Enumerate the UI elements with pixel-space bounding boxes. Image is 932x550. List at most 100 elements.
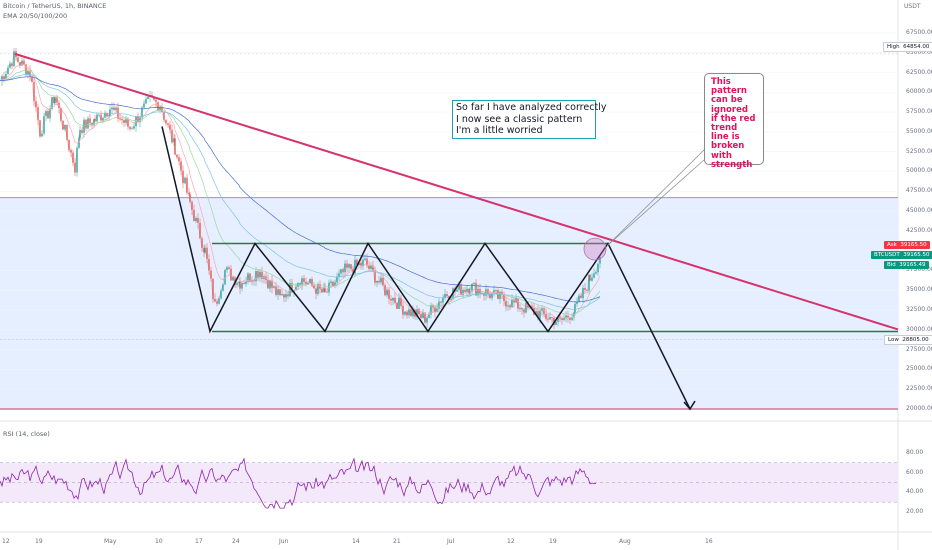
candle-body <box>108 115 110 117</box>
candle-body <box>76 147 78 173</box>
candle-body <box>574 304 576 313</box>
candle-body <box>305 281 307 284</box>
candle-body <box>384 285 386 296</box>
time-tick: 12 <box>507 538 515 545</box>
candle-body <box>307 282 309 284</box>
symbol-title[interactable]: Bitcoin / TetherUS, 1h, BINANCE <box>3 2 107 10</box>
candle-body <box>184 177 186 184</box>
candle-body <box>81 130 83 133</box>
candle-body <box>471 283 473 292</box>
candle-body <box>79 130 81 138</box>
price-tick: 55000.00 <box>906 127 932 135</box>
candle-body <box>203 247 205 253</box>
candle-body <box>338 273 340 278</box>
price-tick: 35000.00 <box>906 286 932 294</box>
price-tick: 32500.00 <box>906 306 932 314</box>
candle-body <box>171 129 173 143</box>
analysis-note[interactable]: So far I have analyzed correctly I now s… <box>452 100 606 139</box>
candle-body <box>17 57 19 62</box>
candle-body <box>115 107 117 111</box>
candle-body <box>45 110 47 117</box>
candle-body <box>289 282 291 297</box>
candle-body <box>549 317 551 320</box>
candle-body <box>458 284 460 290</box>
candle-body <box>301 278 303 286</box>
candle-body <box>517 297 519 309</box>
candle-body <box>388 289 390 299</box>
candle-body <box>412 309 414 317</box>
candle-body <box>9 63 11 68</box>
time-tick: 17 <box>195 538 203 545</box>
candle-body <box>210 270 212 279</box>
rsi-tick: 60.00 <box>906 468 924 476</box>
candle-body <box>569 317 571 320</box>
candle-body <box>232 276 234 281</box>
callout-pointer-b <box>606 159 705 247</box>
low-tag: Low 28805.00 <box>884 335 932 345</box>
currency-label[interactable]: USDT <box>904 3 921 10</box>
candle-body <box>195 217 197 222</box>
candle-body <box>43 116 45 134</box>
candle-body <box>37 107 39 121</box>
candle-body <box>188 192 190 195</box>
candle-body <box>323 287 325 293</box>
candle-body <box>438 301 440 309</box>
time-tick: 14 <box>352 538 360 545</box>
candle-body <box>7 67 9 74</box>
time-tick: 19 <box>549 538 557 545</box>
candle-body <box>191 201 193 210</box>
candle-body <box>291 282 293 293</box>
candle-body <box>456 289 458 292</box>
candle-body <box>174 138 176 155</box>
candle-body <box>354 259 356 274</box>
candle-body <box>370 265 372 269</box>
candle-body <box>259 271 261 278</box>
price-tick: 25000.00 <box>906 365 932 373</box>
candle-body <box>507 305 509 307</box>
candle-body <box>551 317 553 318</box>
candle-body <box>527 302 529 308</box>
candle-body <box>309 278 311 283</box>
candle-body <box>408 309 410 316</box>
candle-body <box>315 288 317 294</box>
candle-body <box>468 288 470 294</box>
candle-body <box>153 97 155 100</box>
ask-tag-label: Ask <box>887 242 897 248</box>
candle-body <box>334 282 336 286</box>
candle-body <box>53 96 55 104</box>
candle-body <box>35 101 37 108</box>
candle-body <box>51 96 53 109</box>
warning-callout[interactable]: This pattern can be ignored if the red t… <box>704 73 764 169</box>
rsi-label[interactable]: RSI (14, close) <box>3 430 50 438</box>
candle-body <box>127 119 129 127</box>
candle-body <box>224 269 226 285</box>
candle-body <box>503 294 505 302</box>
candle-body <box>281 294 283 296</box>
candle-body <box>54 97 56 104</box>
rsi-tick: 80.00 <box>906 448 924 456</box>
indicator-label[interactable]: EMA 20/50/100/200 <box>3 12 68 20</box>
candle-body <box>85 119 87 129</box>
candle-body <box>72 152 74 163</box>
candle-body <box>121 118 123 121</box>
candle-body <box>66 124 68 140</box>
candle-body <box>368 265 370 269</box>
candle-body <box>394 297 396 303</box>
candle-body <box>330 281 332 283</box>
candle-body <box>434 307 436 313</box>
candle-body <box>133 126 135 129</box>
candle-body <box>466 288 468 292</box>
candle-body <box>505 301 507 307</box>
candle-body <box>487 289 489 294</box>
candle-body <box>239 281 241 289</box>
candle-body <box>176 154 178 158</box>
candle-body <box>212 278 214 299</box>
low-tag-value: 28805.00 <box>902 337 929 343</box>
candle-body <box>49 108 51 119</box>
candle-body <box>567 315 569 318</box>
candle-body <box>21 60 23 66</box>
candle-body <box>41 133 43 137</box>
candle-body <box>513 299 515 303</box>
